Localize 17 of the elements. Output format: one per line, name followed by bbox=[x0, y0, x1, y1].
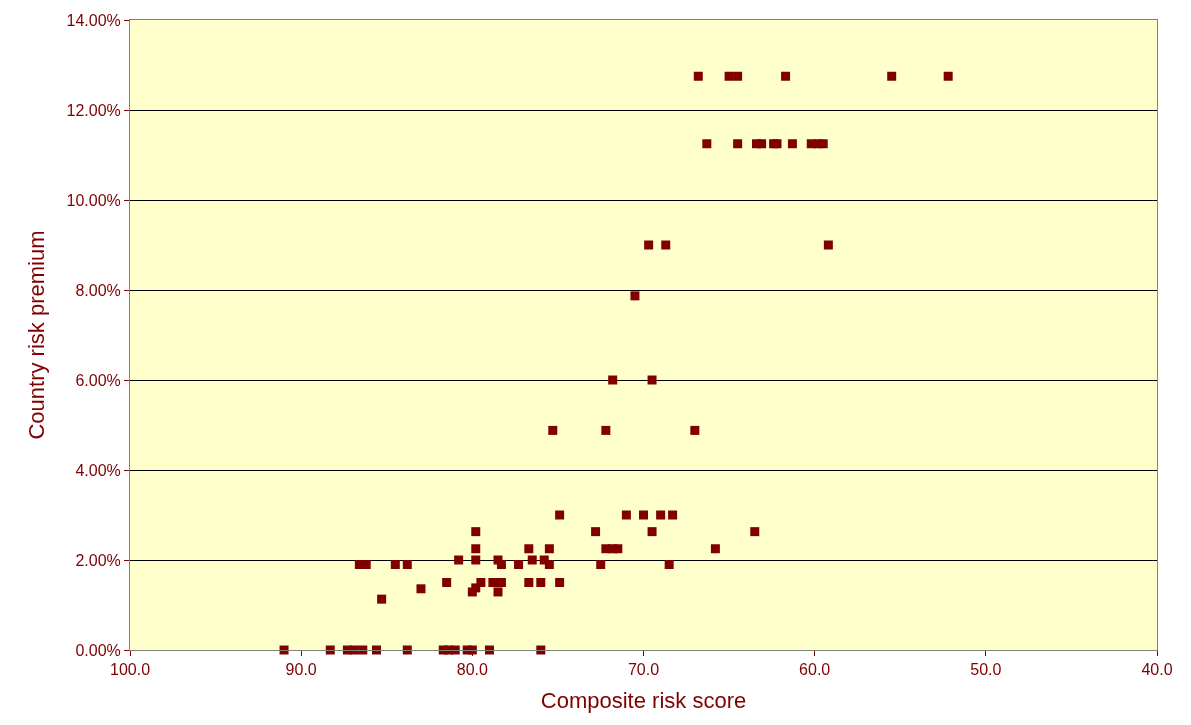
x-tick-label: 80.0 bbox=[456, 661, 488, 679]
y-tick-label: 2.00% bbox=[75, 551, 121, 569]
y-tick-label: 14.00% bbox=[66, 11, 121, 29]
y-tick-label: 0.00% bbox=[75, 641, 121, 659]
x-tick-label: 70.0 bbox=[627, 661, 660, 679]
x-tick-label: 90.0 bbox=[285, 661, 317, 679]
y-tick-label: 4.00% bbox=[75, 461, 121, 479]
x-tick-label: 60.0 bbox=[799, 661, 831, 679]
y-tick-label: 6.00% bbox=[75, 371, 121, 389]
y-tick-label: 10.00% bbox=[66, 191, 121, 209]
y-axis-title: Country risk premium bbox=[24, 230, 50, 440]
y-tick-label: 12.00% bbox=[66, 101, 121, 119]
x-tick-label: 40.0 bbox=[1141, 661, 1173, 679]
y-tick-label: 8.00% bbox=[75, 281, 121, 299]
x-tick-label: 50.0 bbox=[970, 661, 1002, 679]
x-tick-label: 100.0 bbox=[109, 661, 151, 679]
x-axis-title: Composite risk score bbox=[540, 688, 747, 714]
